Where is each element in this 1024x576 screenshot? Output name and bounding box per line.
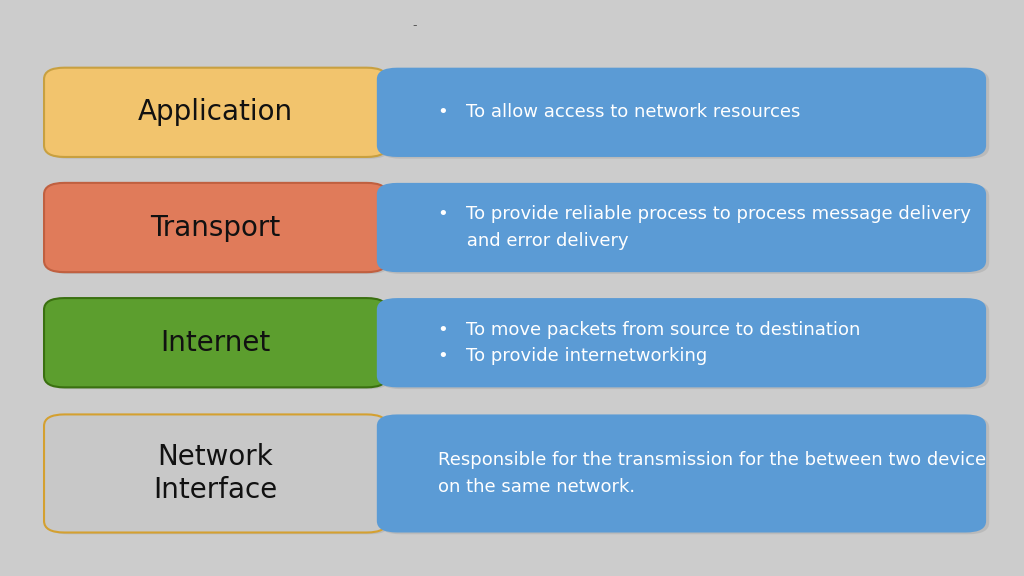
FancyBboxPatch shape <box>47 184 390 274</box>
FancyBboxPatch shape <box>47 416 390 535</box>
Text: •   To allow access to network resources: • To allow access to network resources <box>438 103 801 122</box>
Text: Responsible for the transmission for the between two device
on the same network.: Responsible for the transmission for the… <box>438 451 986 496</box>
Text: Transport: Transport <box>151 214 281 241</box>
Text: •   To move packets from source to destination
•   To provide internetworking: • To move packets from source to destina… <box>438 320 860 365</box>
FancyBboxPatch shape <box>377 183 986 272</box>
FancyBboxPatch shape <box>380 69 989 158</box>
FancyBboxPatch shape <box>377 415 986 532</box>
FancyBboxPatch shape <box>44 298 387 387</box>
FancyBboxPatch shape <box>380 416 989 535</box>
Text: Application: Application <box>138 98 293 126</box>
FancyBboxPatch shape <box>380 184 989 274</box>
FancyBboxPatch shape <box>377 298 986 387</box>
FancyBboxPatch shape <box>44 67 387 157</box>
FancyBboxPatch shape <box>44 415 387 532</box>
Text: Internet: Internet <box>161 329 270 357</box>
FancyBboxPatch shape <box>44 183 387 272</box>
Text: •   To provide reliable process to process message delivery
     and error deliv: • To provide reliable process to process… <box>438 205 972 250</box>
FancyBboxPatch shape <box>380 300 989 389</box>
FancyBboxPatch shape <box>47 300 390 389</box>
Text: -: - <box>413 20 417 32</box>
Text: Network
Interface: Network Interface <box>154 444 278 503</box>
FancyBboxPatch shape <box>377 67 986 157</box>
FancyBboxPatch shape <box>47 69 390 158</box>
